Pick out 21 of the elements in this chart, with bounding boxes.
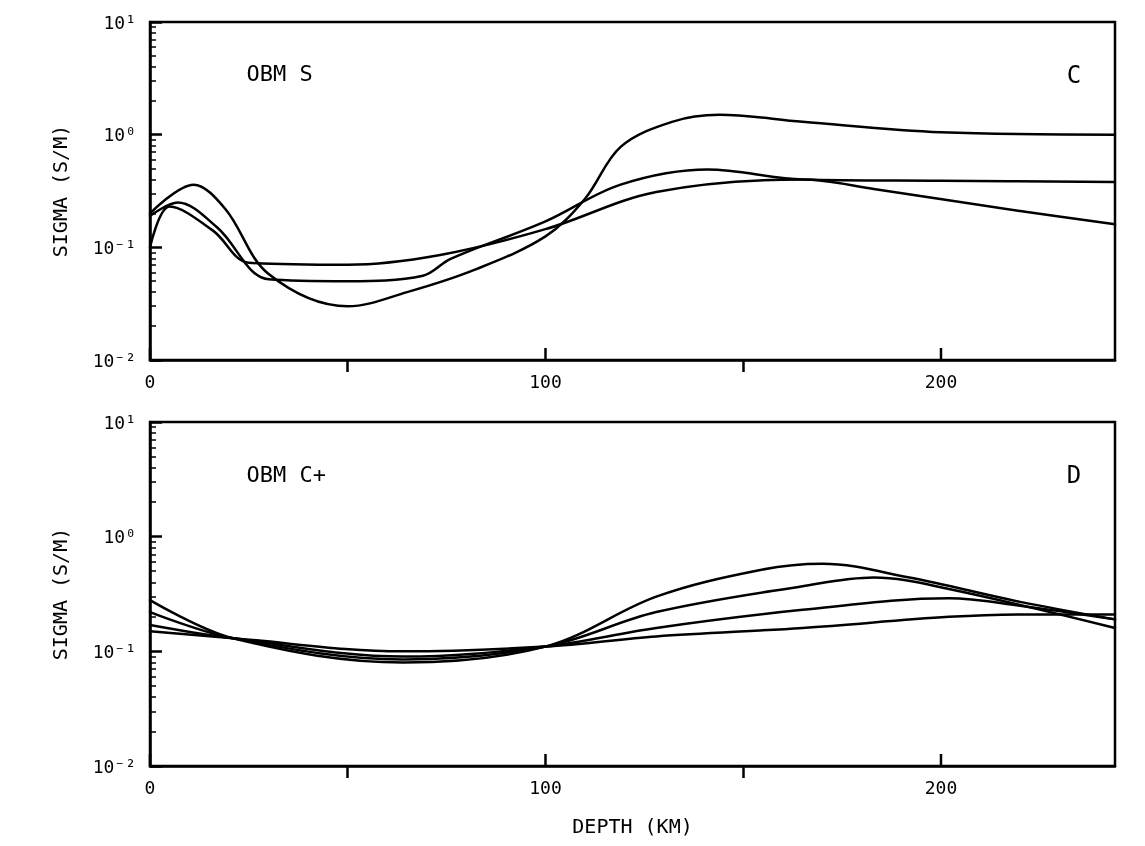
x-tick-label: 100 [529,370,562,392]
y-tick-label: 10⁰ [103,526,136,548]
annotation: OBM S [246,61,313,87]
y-axis-title: SIGMA (S/M) [48,527,72,661]
annotation: D [1066,461,1082,490]
y-tick-label: 10⁰ [103,124,136,146]
y-axis-title: SIGMA (S/M) [48,124,72,258]
y-tick-label: 10¹ [103,11,136,33]
x-tick-label: 0 [144,776,156,798]
annotation: C [1066,60,1082,89]
y-tick-label: 10⁻¹ [92,640,136,662]
annotation: OBM C+ [246,461,326,487]
x-tick-label: 200 [924,370,958,392]
y-tick-label: 10⁻¹ [92,236,136,258]
x-axis-title: DEPTH (KM) [572,814,693,838]
x-tick-label: 0 [144,370,156,392]
x-tick-label: 200 [924,776,958,798]
y-tick-label: 10⁻² [92,349,136,371]
y-tick-label: 10⁻² [92,755,136,777]
x-tick-label: 100 [529,776,562,798]
y-tick-label: 10¹ [103,411,136,433]
